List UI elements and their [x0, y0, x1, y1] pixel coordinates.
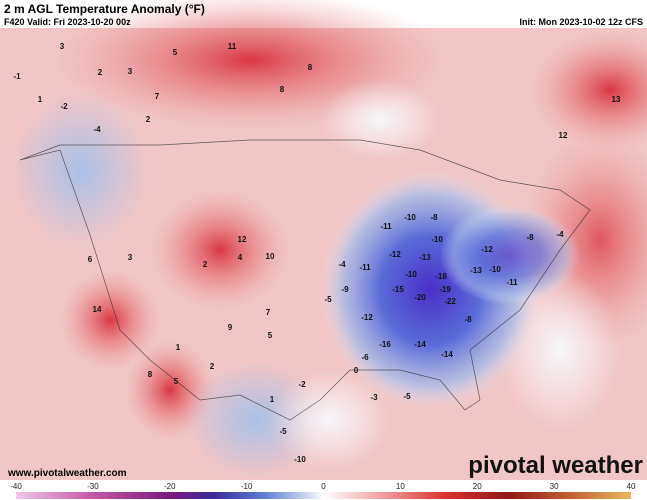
anomaly-value: -10: [431, 235, 443, 244]
anomaly-value: -6: [361, 353, 369, 362]
anomaly-value: -13: [419, 253, 431, 262]
anomaly-value: -12: [481, 245, 493, 254]
anomaly-value: 2: [146, 115, 151, 124]
colorbar-tick-label: 10: [396, 482, 405, 491]
valid-time: F420 Valid: Fri 2023-10-20 00z: [4, 17, 131, 27]
anomaly-value: -11: [359, 263, 371, 272]
anomaly-value: -10: [404, 213, 416, 222]
colorbar: [16, 492, 631, 499]
anomaly-value: -4: [556, 230, 564, 239]
anomaly-value: -19: [439, 285, 451, 294]
anomaly-value: 10: [266, 252, 275, 261]
anomaly-value: 3: [128, 67, 133, 76]
anomaly-value: -22: [444, 297, 456, 306]
anomaly-value: -5: [279, 427, 287, 436]
anomaly-value: 8: [280, 85, 285, 94]
colorbar-tick-label: -20: [164, 482, 176, 491]
anomaly-value: -3: [370, 393, 378, 402]
anomaly-value: 12: [238, 235, 247, 244]
anomaly-value: 5: [268, 331, 273, 340]
anomaly-value: -20: [414, 293, 426, 302]
anomaly-value: 8: [308, 63, 313, 72]
site-url: www.pivotalweather.com: [7, 468, 127, 479]
colorbar-tick-label: -40: [10, 482, 22, 491]
anomaly-value: 8: [148, 370, 153, 379]
anomaly-value: -5: [324, 295, 332, 304]
anomaly-value: 7: [266, 308, 271, 317]
anomaly-value: 14: [93, 305, 102, 314]
anomaly-value: -10: [489, 265, 501, 274]
anomaly-value: -10: [294, 455, 306, 464]
anomaly-value: 2: [98, 68, 103, 77]
anomaly-value: 13: [612, 95, 621, 104]
anomaly-value: 1: [270, 395, 275, 404]
anomaly-value: -14: [414, 340, 426, 349]
anomaly-value: -12: [389, 250, 401, 259]
anomaly-value: -18: [435, 272, 447, 281]
colorbar-tick-label: 40: [627, 482, 636, 491]
brand: pivotal weather: [468, 452, 643, 479]
map-field: [0, 0, 647, 480]
anomaly-value: -16: [379, 340, 391, 349]
anomaly-value: -11: [380, 222, 392, 231]
colorbar-tick-label: 30: [550, 482, 559, 491]
anomaly-value: -13: [470, 266, 482, 275]
anomaly-value: 2: [203, 260, 208, 269]
anomaly-value: 5: [174, 377, 179, 386]
colorbar-tick-label: -30: [87, 482, 99, 491]
colorbar-ticks: -40 -30 -20 -10 0 10 20 30 40: [10, 482, 636, 491]
title: 2 m AGL Temperature Anomaly (°F): [4, 2, 205, 16]
anomaly-value: -11: [506, 278, 518, 287]
anomaly-value: 1: [176, 343, 181, 352]
anomaly-value: 6: [88, 255, 93, 264]
anomaly-value: 11: [228, 42, 237, 51]
anomaly-value: 9: [228, 323, 233, 332]
anomaly-value: -12: [361, 313, 373, 322]
anomaly-value: 5: [173, 48, 178, 57]
anomaly-value: 1: [38, 95, 43, 104]
anomaly-value: -2: [298, 380, 306, 389]
anomaly-value: -5: [403, 392, 411, 401]
anomaly-value: 3: [128, 253, 133, 262]
anomaly-value: 0: [354, 366, 359, 375]
init-time: Init: Mon 2023-10-02 12z CFS: [519, 17, 643, 27]
anomaly-value: -10: [405, 270, 417, 279]
anomaly-value: -15: [392, 285, 404, 294]
anomaly-value: -9: [341, 285, 349, 294]
anomaly-value: 4: [238, 253, 243, 262]
colorbar-tick-label: 0: [321, 482, 326, 491]
anomaly-value: -1: [13, 72, 21, 81]
anomaly-value: -8: [526, 233, 534, 242]
colorbar-tick-label: -10: [241, 482, 253, 491]
anomaly-value: -8: [430, 213, 438, 222]
anomaly-value: 7: [155, 92, 160, 101]
anomaly-value: -4: [338, 260, 346, 269]
anomaly-value: -4: [93, 125, 101, 134]
anomaly-value: -2: [60, 102, 68, 111]
anomaly-value: 12: [559, 131, 568, 140]
anomaly-value: -14: [441, 350, 453, 359]
anomaly-value: -8: [464, 315, 472, 324]
colorbar-tick-label: 20: [473, 482, 482, 491]
anomaly-value: 2: [210, 362, 215, 371]
anomaly-value: 3: [60, 42, 65, 51]
